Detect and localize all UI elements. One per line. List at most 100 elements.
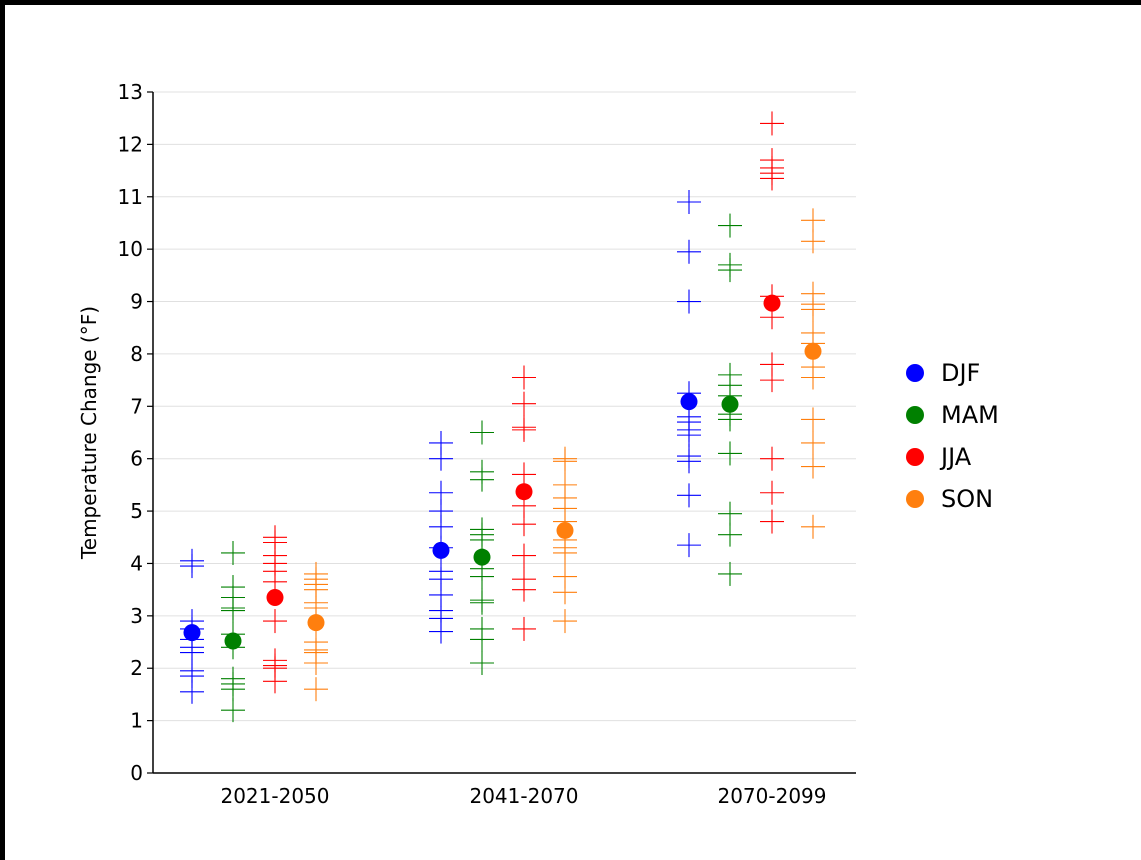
mean-marker-mam [224,632,242,650]
model-marker-jja [263,648,287,673]
legend-label: DJF [941,359,980,387]
model-marker-mam [718,522,742,547]
model-marker-mam [718,213,742,238]
axes [152,92,856,774]
model-marker-son [304,561,328,586]
model-marker-jja [263,609,287,634]
y-tick-label: 12 [118,132,143,156]
model-marker-jja [512,365,536,390]
model-marker-son [801,454,825,479]
model-marker-jja [760,352,784,377]
model-marker-son [801,281,825,306]
mean-marker-son [804,342,822,360]
model-markers [180,111,825,723]
model-marker-son [801,407,825,432]
model-marker-mam [221,666,245,691]
model-marker-mam [470,420,494,445]
model-marker-mam [470,517,494,542]
x-category-label: 2041-2070 [469,784,578,808]
y-tick-label: 4 [130,551,143,575]
legend-marker [906,364,924,382]
legend-item-djf: DJF [906,359,980,387]
model-marker-jja [512,616,536,641]
mean-marker-jja [266,589,284,607]
model-marker-son [553,472,577,497]
legend-item-mam: MAM [906,401,999,429]
model-marker-djf [677,483,701,508]
model-marker-son [801,514,825,539]
model-marker-son [304,677,328,702]
y-tick-label: 7 [130,394,143,418]
model-marker-mam [470,459,494,484]
y-tick-label: 11 [118,185,143,209]
model-marker-djf [677,444,701,469]
y-tick-label: 2 [130,656,143,680]
model-marker-jja [512,391,536,416]
legend-marker [906,406,924,424]
mean-marker-mam [473,548,491,566]
mean-marker-djf [183,624,201,642]
x-category-label: 2021-2050 [220,784,329,808]
legend-label: JJA [939,443,972,471]
mean-marker-jja [763,294,781,312]
model-marker-jja [512,415,536,440]
y-tick-label: 1 [130,709,143,733]
model-marker-mam [718,501,742,526]
model-marker-son [801,208,825,233]
model-marker-jja [263,525,287,550]
x-axis-category-labels: 2021-2050 2041-2070 2070-2099 [220,784,826,808]
model-marker-mam [718,252,742,277]
legend-marker [906,448,924,466]
model-marker-mam [470,588,494,613]
legend-marker [906,490,924,508]
model-marker-son [553,446,577,471]
model-marker-jja [760,509,784,534]
mean-marker-son [556,521,574,539]
gridlines [153,91,856,722]
model-marker-mam [221,540,245,565]
model-marker-mam [718,441,742,466]
y-tick-label: 3 [130,604,143,628]
mean-marker-jja [515,483,533,501]
model-marker-jja [512,462,536,487]
y-tick-label: 9 [130,290,143,314]
y-tick-label: 6 [130,447,143,471]
model-marker-djf [180,548,204,573]
model-marker-mam [470,650,494,675]
legend-item-son: SON [906,485,993,513]
model-marker-jja [760,446,784,471]
model-marker-mam [221,698,245,723]
model-marker-djf [677,239,701,264]
model-marker-mam [470,616,494,641]
mean-marker-mam [721,395,739,413]
mean-marker-djf [680,393,698,411]
model-marker-djf [677,533,701,558]
model-marker-djf [677,190,701,215]
model-marker-son [553,609,577,634]
legend-label: SON [941,485,993,513]
model-marker-son [553,564,577,589]
legend-item-jja: JJA [906,443,972,471]
y-tick-label: 8 [130,342,143,366]
model-marker-jja [760,480,784,505]
model-marker-jja [760,111,784,136]
model-marker-djf [429,480,453,505]
y-tick-label: 13 [118,80,143,104]
model-marker-son [801,229,825,254]
mean-marker-son [307,614,325,632]
y-axis-title: Temperature Change (°F) [77,306,101,560]
y-tick-label: 5 [130,499,143,523]
model-marker-djf [429,430,453,455]
model-marker-son [801,430,825,455]
mean-marker-djf [432,541,450,559]
model-marker-son [304,630,328,655]
x-category-label: 2070-2099 [717,784,826,808]
model-marker-mam [221,575,245,600]
model-marker-son [801,320,825,345]
legend-label: MAM [941,401,999,429]
model-marker-mam [718,362,742,387]
mean-markers [183,294,822,650]
